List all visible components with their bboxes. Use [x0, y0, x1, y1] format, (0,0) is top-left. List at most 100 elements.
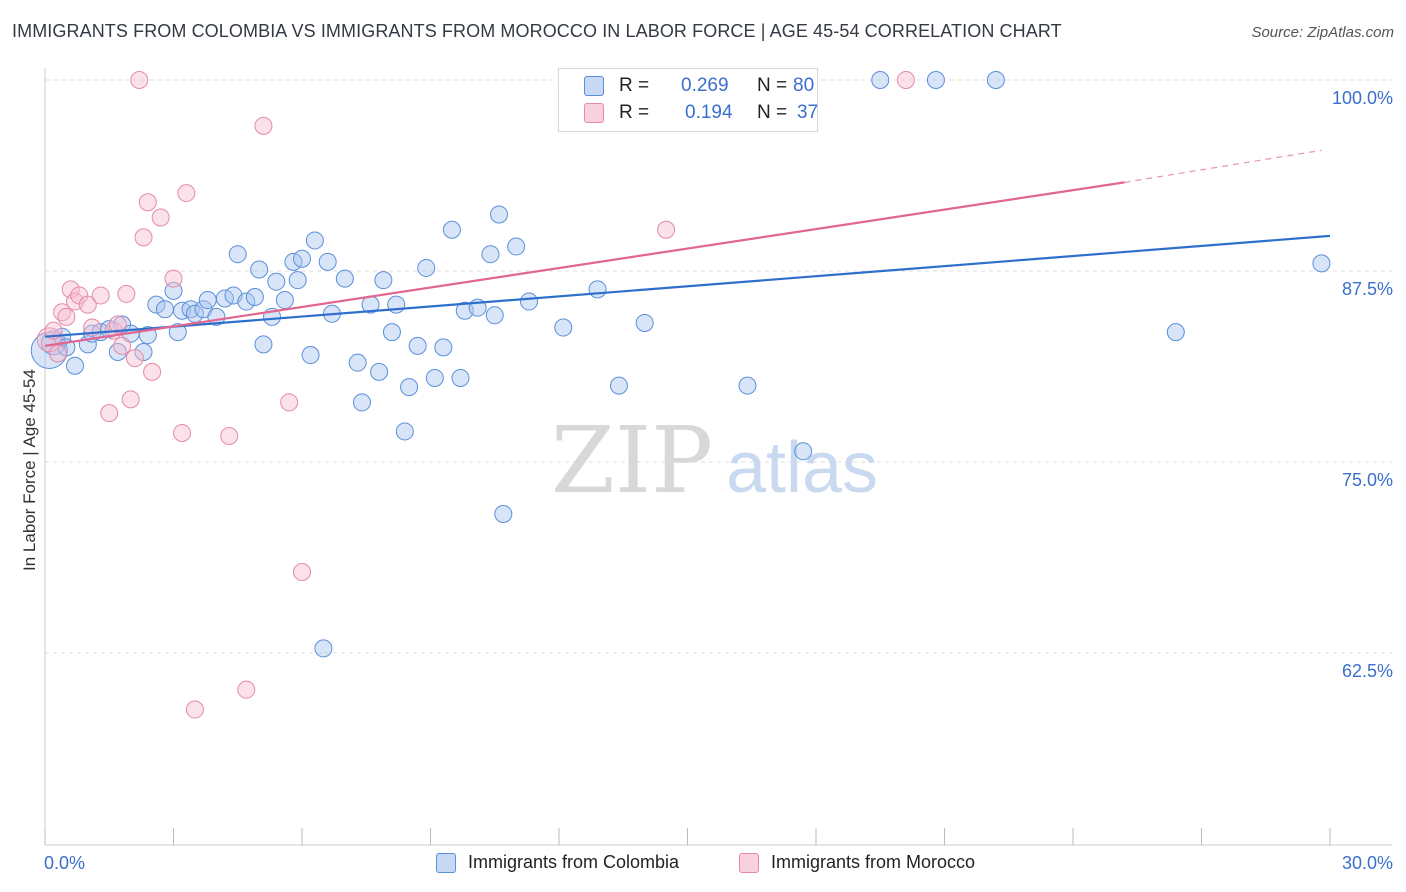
morocco-point — [293, 563, 311, 582]
colombia-swatch — [584, 76, 604, 96]
colombia-trend-line — [44, 234, 1331, 338]
colombia-point — [168, 323, 187, 342]
colombia-point — [305, 231, 324, 250]
y-tick-label: 87.5% — [1342, 279, 1393, 299]
colombia-point — [986, 71, 1005, 89]
colombia-point — [30, 331, 68, 369]
colombia-point — [485, 306, 504, 325]
source-label: Source: ZipAtlas.com — [1251, 24, 1394, 41]
morocco-point — [185, 700, 204, 719]
legend-r-label: R = — [619, 102, 650, 123]
colombia-point — [609, 376, 628, 395]
colombia-point — [490, 205, 509, 224]
colombia-point — [301, 346, 320, 365]
colombia-point — [635, 313, 654, 332]
morocco-point — [143, 362, 162, 381]
colombia-point — [520, 292, 539, 311]
colombia-point — [408, 336, 427, 355]
colombia-point — [382, 323, 401, 342]
colombia-point — [1312, 254, 1331, 273]
morocco-point — [896, 71, 915, 89]
bottom-legend-colombia: Immigrants from Colombia — [436, 852, 679, 873]
colombia-point — [318, 252, 337, 271]
colombia-point — [147, 295, 166, 314]
colombia-point — [254, 335, 273, 354]
y-tick-label: 100.0% — [1332, 88, 1393, 108]
colombia-point — [370, 362, 389, 381]
colombia-point — [494, 504, 513, 523]
bottom-legend-morocco: Immigrants from Morocco — [739, 852, 975, 873]
colombia-r-value: 0.269 — [681, 75, 729, 96]
colombia-point — [245, 287, 264, 306]
colombia-point — [267, 272, 286, 291]
colombia-point — [250, 260, 269, 279]
morocco-point — [173, 423, 192, 442]
morocco-point — [138, 193, 157, 212]
morocco-point — [121, 390, 140, 409]
morocco-point — [78, 295, 97, 314]
x-tick-label: 0.0% — [44, 853, 85, 873]
colombia-point — [871, 71, 890, 89]
colombia-point — [314, 639, 333, 658]
colombia-point — [164, 281, 183, 300]
colombia-point — [400, 378, 419, 397]
colombia-point — [434, 338, 453, 357]
legend-n-label: N = — [757, 75, 788, 96]
morocco-r-value: 0.194 — [685, 102, 733, 123]
morocco-point — [220, 427, 239, 446]
morocco-point — [254, 116, 273, 135]
morocco-point — [164, 269, 183, 288]
morocco-point — [134, 228, 153, 247]
x-tick-label: 30.0% — [1342, 853, 1393, 873]
colombia-point — [417, 258, 436, 277]
colombia-point — [293, 249, 311, 268]
colombia-point — [554, 318, 573, 337]
chart-title: IMMIGRANTS FROM COLOMBIA VS IMMIGRANTS F… — [12, 21, 1062, 41]
watermark-zip: ZIP — [551, 407, 713, 514]
colombia-point — [442, 220, 461, 239]
colombia-point — [451, 368, 470, 387]
morocco-point — [108, 315, 127, 334]
colombia-point — [374, 271, 393, 290]
morocco-point — [57, 307, 76, 326]
colombia-point — [588, 280, 607, 299]
morocco-point — [151, 208, 170, 227]
correlation-legend: R = 0.269 N = 80 R = 0.194 N = 37 — [558, 68, 818, 132]
colombia-point — [481, 245, 500, 264]
morocco-point — [177, 184, 196, 203]
colombia-legend-label: Immigrants from Colombia — [468, 852, 680, 872]
morocco-point — [117, 284, 136, 303]
morocco-point — [48, 344, 67, 363]
colombia-point — [65, 356, 84, 375]
morocco-point — [113, 336, 132, 355]
morocco-legend-label: Immigrants from Morocco — [771, 852, 976, 872]
colombia-point — [228, 245, 247, 264]
colombia-point — [288, 271, 307, 290]
morocco-point — [125, 349, 144, 368]
colombia-point — [348, 353, 367, 372]
colombia-point — [352, 393, 371, 412]
colombia-legend-swatch — [436, 852, 456, 873]
colombia-point — [507, 237, 526, 256]
y-tick-label: 75.0% — [1342, 470, 1393, 490]
colombia-point — [425, 368, 444, 387]
watermark-atlas: atlas — [726, 428, 878, 508]
colombia-point — [198, 291, 217, 310]
colombia-n-value: 80 — [793, 75, 815, 96]
colombia-point — [738, 376, 757, 395]
morocco-point — [280, 393, 299, 412]
morocco-trend-line — [44, 181, 1125, 347]
colombia-point — [155, 300, 174, 319]
y-tick-label: 62.5% — [1342, 661, 1393, 681]
morocco-point — [91, 286, 110, 305]
colombia-point — [275, 291, 294, 310]
colombia-point — [237, 292, 256, 311]
colombia-point — [1166, 323, 1185, 342]
colombia-point — [335, 269, 354, 288]
colombia-point — [395, 422, 414, 441]
morocco-legend-swatch — [739, 852, 759, 873]
morocco-n-value: 37 — [797, 102, 819, 123]
morocco-point — [237, 680, 256, 699]
morocco-point — [130, 71, 149, 89]
